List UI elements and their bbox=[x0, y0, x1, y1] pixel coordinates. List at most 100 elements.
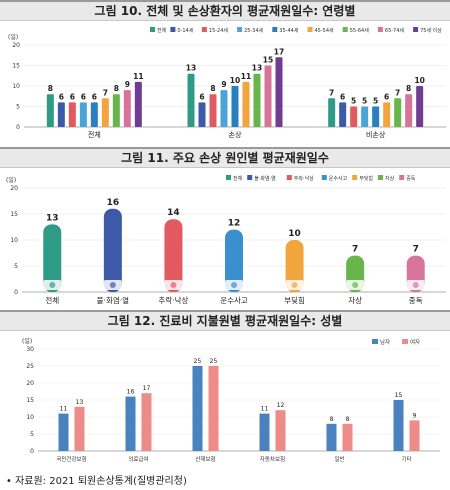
x-category-label: 비손상 bbox=[366, 130, 386, 139]
legend-label: 전체 bbox=[157, 27, 167, 34]
bar bbox=[350, 106, 358, 127]
bar bbox=[198, 102, 206, 127]
bar-value-label: 6 bbox=[70, 92, 75, 101]
x-category-label: 부딪힘 bbox=[284, 295, 305, 305]
legend-label: 남자 bbox=[380, 338, 390, 346]
bar-value-label: 8 bbox=[406, 84, 411, 93]
bar bbox=[164, 219, 183, 292]
legend-label: 여자 bbox=[410, 338, 420, 346]
bar-value-label: 6 bbox=[59, 92, 64, 101]
bar bbox=[259, 413, 270, 451]
bar bbox=[43, 224, 62, 292]
bar-value-label: 11 bbox=[133, 72, 143, 81]
bar-value-label: 11 bbox=[241, 72, 251, 81]
bar-value-label: 13 bbox=[186, 64, 196, 73]
legend-swatch bbox=[372, 339, 378, 344]
legend-swatch bbox=[286, 175, 292, 180]
bar bbox=[361, 106, 369, 127]
bar bbox=[141, 393, 152, 451]
bar bbox=[242, 81, 250, 127]
bar-value-label: 8 bbox=[48, 84, 53, 93]
legend-label: 75세 이상 bbox=[420, 27, 442, 34]
bar-value-label: 8 bbox=[114, 84, 119, 93]
bar-value-label: 5 bbox=[362, 97, 367, 106]
x-category-label: 의료급여 bbox=[128, 455, 148, 463]
bar-value-label: 6 bbox=[199, 92, 204, 101]
bar-value-label: 10 bbox=[230, 76, 240, 85]
legend-swatch bbox=[399, 175, 405, 180]
bar bbox=[394, 98, 402, 127]
legend-label: 35-44세 bbox=[279, 27, 299, 34]
bar bbox=[57, 102, 65, 127]
bar-value-label: 16 bbox=[107, 198, 120, 208]
bar bbox=[209, 94, 217, 127]
legend-swatch bbox=[247, 175, 253, 180]
bar bbox=[416, 86, 424, 127]
legend-swatch bbox=[150, 27, 155, 32]
x-category-label: 일반 bbox=[334, 455, 344, 463]
bar bbox=[125, 396, 136, 451]
legend-swatch bbox=[272, 27, 278, 32]
bar-value-label: 13 bbox=[76, 399, 84, 406]
bar bbox=[220, 90, 228, 127]
legend-label: 0-14세 bbox=[177, 27, 193, 34]
legend-swatch bbox=[307, 27, 313, 32]
bar-value-label: 25 bbox=[210, 358, 218, 365]
x-category-label: 운수사고 bbox=[220, 296, 248, 305]
y-axis-unit-label: (일) bbox=[22, 337, 32, 345]
chart1-title: 그림 10. 전체 및 손상환자의 평균재원일수: 연령별 bbox=[0, 0, 450, 21]
legend-swatch bbox=[352, 175, 358, 180]
bar-value-label: 15 bbox=[395, 392, 403, 399]
legend-swatch bbox=[413, 27, 419, 32]
bar bbox=[231, 86, 239, 127]
legend-label: 65-74세 bbox=[385, 27, 405, 34]
legend-label: 전체 bbox=[233, 175, 243, 182]
y-tick-label: 5 bbox=[16, 104, 20, 111]
bar bbox=[409, 420, 420, 451]
y-tick-label: 25 bbox=[26, 363, 34, 370]
source-note: • 자료원: 2021 퇴원손상통계(질병관리청) bbox=[6, 476, 187, 487]
legend-label: 부딪힘 bbox=[359, 175, 373, 182]
bar-value-label: 8 bbox=[330, 416, 334, 423]
cause-pictogram-mark bbox=[291, 282, 298, 288]
bar-value-label: 7 bbox=[395, 88, 400, 97]
y-tick-label: 0 bbox=[16, 124, 20, 131]
legend-label: 55-64세 bbox=[350, 27, 370, 34]
bar-value-label: 6 bbox=[92, 92, 97, 101]
bar-value-label: 11 bbox=[261, 406, 269, 413]
legend-swatch bbox=[226, 175, 231, 180]
bar bbox=[264, 65, 272, 127]
y-tick-label: 0 bbox=[14, 289, 18, 296]
x-category-label: 자동차보험 bbox=[260, 455, 285, 463]
x-category-label: 전체 bbox=[88, 130, 101, 139]
bar bbox=[68, 102, 76, 127]
chart3-payer-bar-chart: (일) 0 5 10 15 20 25 30 남자 여자 11 13 국민건강보험 16 17 의료급여 25 2… bbox=[22, 337, 440, 463]
bar-value-label: 9 bbox=[221, 80, 226, 89]
bar-value-label: 14 bbox=[167, 208, 180, 218]
bar bbox=[58, 413, 69, 451]
bar bbox=[103, 208, 122, 292]
bar-value-label: 5 bbox=[373, 97, 378, 106]
y-tick-label: 15 bbox=[12, 63, 20, 70]
bar bbox=[372, 106, 380, 127]
bar-value-label: 11 bbox=[60, 406, 68, 413]
bar bbox=[285, 240, 304, 292]
y-tick-label: 30 bbox=[26, 346, 34, 353]
chart2-title: 그림 11. 주요 손상 원인별 평균재원일수 bbox=[0, 147, 450, 168]
bar bbox=[275, 410, 286, 451]
bar-value-label: 15 bbox=[263, 56, 273, 65]
bar-value-label: 6 bbox=[81, 92, 86, 101]
bar-value-label: 10 bbox=[414, 76, 424, 85]
bar bbox=[46, 94, 54, 127]
cause-pictogram-mark bbox=[109, 282, 116, 288]
x-category-label: 자상 bbox=[348, 295, 362, 305]
y-tick-label: 10 bbox=[12, 83, 20, 90]
chart1-age-bar-chart: (일) 0 5 10 15 20 전체 0-14세 15-24세 25-34세 35-44세 45-5… bbox=[8, 27, 446, 139]
bar-value-label: 12 bbox=[228, 219, 241, 229]
chart3-title: 그림 12. 진료비 지불원별 평균재원일수: 성별 bbox=[0, 310, 450, 331]
legend-swatch bbox=[237, 27, 243, 32]
bar-value-label: 5 bbox=[351, 97, 356, 106]
x-category-label: 불·화염·열 bbox=[97, 296, 129, 305]
x-category-label: 기타 bbox=[401, 455, 411, 463]
